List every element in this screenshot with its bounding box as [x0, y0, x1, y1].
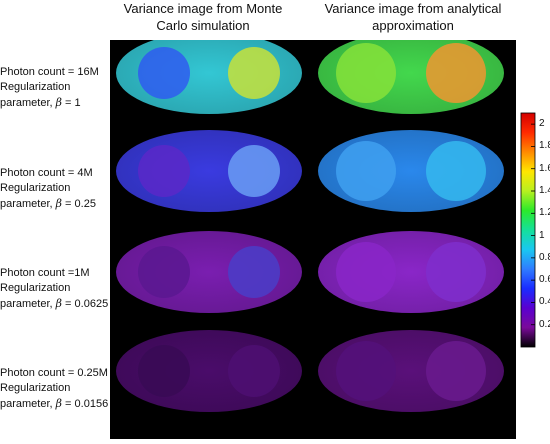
colorbar-gradient: [520, 112, 536, 348]
colorbar-tick-label: 1.6: [539, 162, 550, 174]
row-label-025m: Photon count = 0.25M Regularization para…: [0, 366, 108, 412]
photon-count-label: Photon count = 0.25M: [0, 367, 108, 379]
right-insert-region: [426, 43, 486, 103]
column-title-monte-carlo: Variance image from Monte Carlo simulati…: [118, 0, 288, 34]
colorbar-tick-label: 0.6: [539, 274, 550, 286]
parameter-label: parameter, β = 0.25: [0, 197, 96, 210]
photon-count-label: Photon count =1M: [0, 267, 90, 279]
right-insert-region: [426, 242, 486, 302]
row-label-4m: Photon count = 4M Regularization paramet…: [0, 166, 108, 212]
left-insert-region: [336, 341, 396, 401]
colorbar-tick-label: 1.4: [539, 185, 550, 196]
colorbar-tick-label: 2: [539, 118, 545, 130]
right-insert-region: [228, 345, 280, 397]
colorbar-tick-label: 0.8: [539, 251, 550, 263]
right-insert-region: [228, 145, 280, 197]
photon-count-label: Photon count = 4M: [0, 167, 93, 179]
right-insert-region: [228, 47, 280, 99]
row-label-1m: Photon count =1M Regularization paramete…: [0, 266, 108, 312]
parameter-label: parameter, β = 0.0156: [0, 397, 109, 410]
column-title-analytical: Variance image from analytical approxima…: [318, 0, 508, 34]
right-insert-region: [426, 141, 486, 201]
right-insert-region: [426, 341, 486, 401]
row-label-16m: Photon count = 16M Regularization parame…: [0, 65, 108, 111]
colorbar-tick-label: 0.2: [539, 318, 550, 330]
colorbar-tick-label: 1: [539, 229, 545, 241]
photon-count-label: Photon count = 16M: [0, 66, 99, 78]
regularization-label: Regularization: [0, 382, 71, 394]
column-title-line: Variance image from Monte: [123, 1, 283, 16]
regularization-label: Regularization: [0, 282, 71, 294]
column-title-line: Carlo simulation: [156, 18, 250, 33]
colorbar-tick-label: 1.8: [539, 140, 550, 152]
regularization-label: Regularization: [0, 182, 71, 194]
parameter-label: parameter, β = 0.0625: [0, 297, 109, 310]
colorbar-tick-label: 0.4: [539, 296, 550, 308]
regularization-label: Regularization: [0, 81, 71, 93]
variance-image-panel: [110, 32, 516, 439]
right-insert-region: [228, 246, 280, 298]
column-title-line: approximation: [372, 18, 454, 33]
left-insert-region: [138, 47, 190, 99]
column-title-line: Variance image from analytical: [324, 1, 502, 16]
left-insert-region: [336, 242, 396, 302]
variance-image-grid: [116, 32, 504, 412]
left-insert-region: [138, 145, 190, 197]
left-insert-region: [336, 43, 396, 103]
left-insert-region: [138, 345, 190, 397]
colorbar-tick-label: 1.2: [539, 207, 550, 219]
left-insert-region: [138, 246, 190, 298]
parameter-label: parameter, β = 1: [0, 96, 81, 109]
left-insert-region: [336, 141, 396, 201]
